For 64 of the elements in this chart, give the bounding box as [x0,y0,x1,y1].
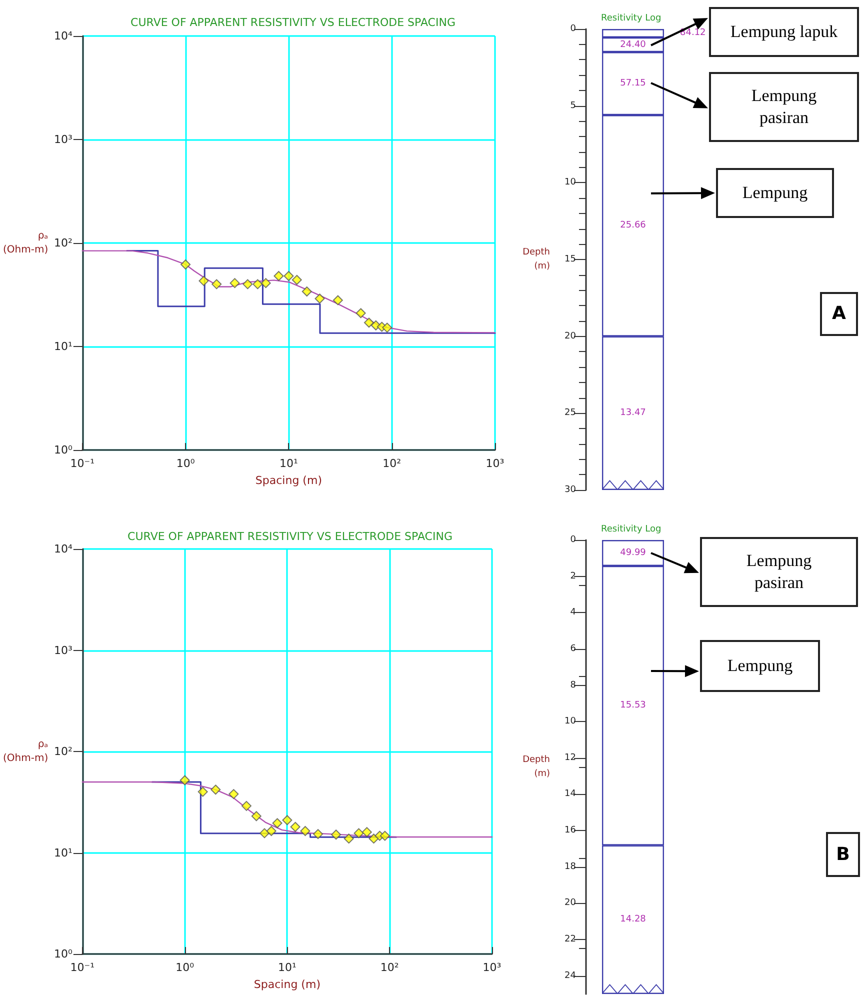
y-tick-label: 5 [570,100,576,111]
y-tick-label: 12 [564,752,576,763]
series-label: 25.66 [620,220,646,231]
y-tick-label: 14 [564,789,576,800]
series-label: 13.47 [620,408,646,418]
y-axis-title: ρₐ (Ohm-m) [2,230,48,256]
chart-title: CURVE OF APPARENT RESISTIVITY VS ELECTRODE SPACING [130,16,456,29]
x-tick-label: 10⁰ [176,961,195,974]
y-axis-title: Depth (m) [522,248,550,272]
x-tick-label: 10² [380,961,399,974]
x-tick-label: 10⁻¹ [70,961,95,974]
text: Lempung [716,168,834,218]
y-tick-label: 10⁴ [54,30,73,42]
y-tick-label: 10⁴ [54,542,73,556]
series-label: 57.15 [620,78,646,89]
y-tick-label: 10⁰ [54,948,73,960]
y-tick-label: 20 [564,898,576,908]
y-axis-title: ρₐ (Ohm-m) [2,739,48,764]
y-tick-label: 10 [564,716,576,727]
y-tick-label: 22 [564,934,576,945]
y-tick-label: 8 [570,680,576,690]
y-tick-label: 30 [564,485,576,495]
text: Lempung pasiran [709,72,859,142]
series-label: 14.28 [620,914,646,925]
y-tick-label: 0 [570,535,576,545]
x-tick-label: 10⁻¹ [70,457,95,470]
chart-title: CURVE OF APPARENT RESISTIVITY VS ELECTRODE SPACING [128,530,452,543]
y-tick-label: 16 [564,826,576,836]
x-tick-label: 10³ [486,457,504,470]
x-tick-label: 10¹ [279,457,298,470]
series-label: 15.53 [620,700,646,711]
chart-title: Resitivity Log [601,14,662,24]
y-tick-label: 10¹ [54,846,72,860]
x-axis-title: Spacing (m) [254,978,320,991]
y-tick-label: 10³ [54,133,72,146]
x-tick-label: 10⁰ [176,457,196,470]
y-tick-label: 15 [564,254,576,264]
y-tick-label: 24 [564,970,576,981]
y-tick-label: 10¹ [54,340,72,353]
x-tick-label: 10¹ [278,961,296,974]
text: A [820,292,858,336]
series-label: 24.40 [620,40,646,50]
y-tick-label: 10 [564,178,576,188]
y-tick-label: 2 [570,571,576,582]
text: B [826,832,860,877]
y-tick-label: 25 [564,408,576,418]
y-axis-title: Depth (m) [522,755,550,779]
y-tick-label: 20 [564,331,576,342]
y-tick-label: 0 [570,24,576,34]
text: Lempung [700,640,820,692]
text: Lempung lapuk [709,7,859,57]
series-label: 49.99 [620,548,646,558]
y-tick-label: 10² [54,236,72,250]
y-tick-label: 10² [54,745,72,758]
y-tick-label: 10⁰ [54,444,73,456]
y-tick-label: 10³ [54,644,72,657]
x-tick-label: 10² [382,457,402,470]
y-tick-label: 6 [570,644,576,654]
y-tick-label: 18 [564,862,576,872]
x-tick-label: 10³ [482,961,502,974]
chart-title: Resitivity Log [601,524,662,534]
x-axis-title: Spacing (m) [255,474,322,487]
text: Lempung pasiran [700,537,858,607]
y-tick-label: 4 [570,608,576,618]
